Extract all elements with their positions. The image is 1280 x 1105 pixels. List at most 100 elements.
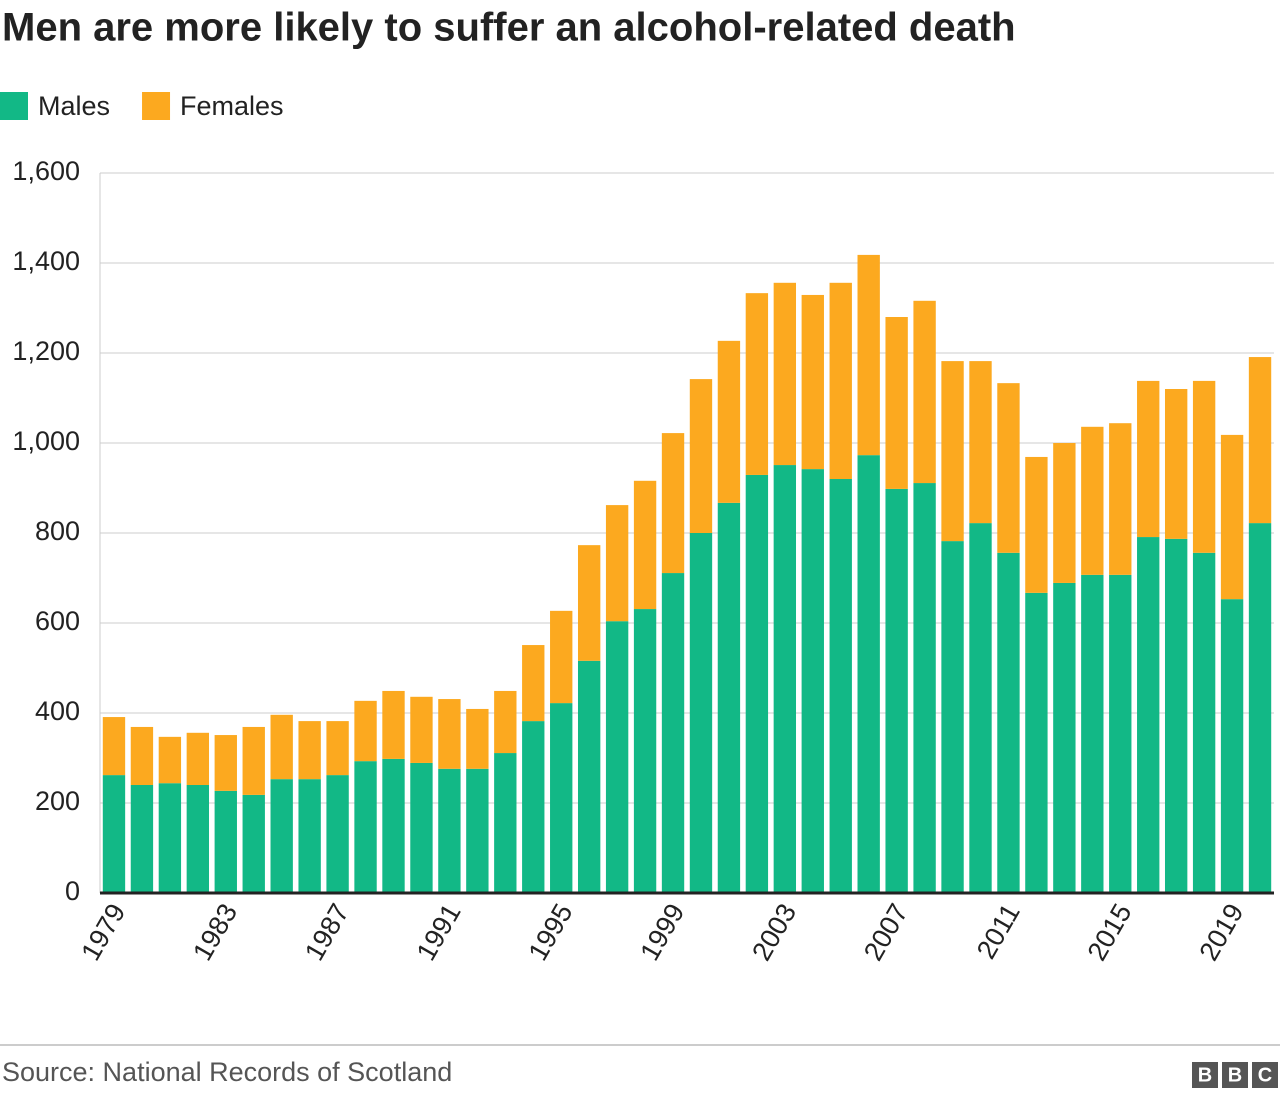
x-tick-label: 1983	[187, 899, 243, 966]
y-tick-label: 0	[65, 876, 80, 906]
bar-segment	[298, 779, 321, 893]
bar-segment	[605, 505, 629, 622]
bar-segment	[438, 699, 461, 769]
bar-segment	[941, 361, 964, 542]
logo-box	[1252, 1062, 1278, 1088]
bar-segment	[661, 573, 685, 893]
bar-segment	[1220, 599, 1244, 893]
bar-segment	[801, 294, 824, 470]
x-tick-label: 2019	[1193, 899, 1249, 966]
bar-segment	[1081, 574, 1104, 893]
bar-segment	[1109, 574, 1132, 893]
bar-segment	[913, 483, 936, 893]
bar-segment	[577, 660, 601, 893]
logo-letter: B	[1198, 1064, 1212, 1086]
x-tick-label: 1979	[75, 899, 131, 966]
x-tick-label: 2003	[746, 899, 802, 966]
legend-label: Females	[180, 91, 284, 121]
bar-segment	[801, 469, 824, 893]
bar-segment	[1192, 380, 1216, 553]
y-tick-label: 1,000	[12, 426, 80, 456]
bar-segment	[298, 721, 321, 780]
bar-segment	[214, 790, 237, 893]
bar-segment	[1164, 389, 1188, 539]
bar-segment	[410, 762, 433, 893]
bar-segment	[550, 610, 573, 704]
bar-segment	[717, 340, 741, 503]
bar-segment	[438, 768, 461, 893]
bar-segment	[382, 758, 405, 893]
bar-segment	[270, 714, 293, 780]
bar-segment	[745, 293, 769, 475]
legend-swatch	[142, 92, 171, 120]
logo-box	[1222, 1062, 1248, 1088]
bar-segment	[913, 300, 936, 484]
bar-segment	[773, 282, 797, 466]
x-tick-label: 1987	[299, 899, 355, 966]
legend-label: Males	[38, 91, 110, 121]
bar-segment	[466, 768, 489, 893]
y-tick-label: 400	[35, 696, 80, 726]
bar-segment	[605, 621, 629, 893]
y-tick-label: 1,200	[12, 336, 80, 366]
bar-segment	[354, 700, 377, 762]
y-tick-label: 1,600	[12, 156, 80, 186]
bar-segment	[102, 775, 126, 893]
bar-segment	[829, 479, 852, 893]
bar-segment	[214, 735, 237, 791]
bar-segment	[633, 609, 657, 893]
bar-segment	[857, 254, 880, 456]
bar-segment	[1081, 426, 1104, 575]
bar-segment	[382, 690, 405, 759]
bar-segment	[633, 480, 657, 610]
x-tick-label: 1999	[634, 899, 690, 966]
y-tick-label: 800	[35, 516, 80, 546]
bar-segment	[997, 383, 1020, 553]
bar-segment	[102, 717, 126, 776]
bar-segment	[1025, 456, 1048, 593]
bar-segment	[522, 721, 545, 893]
bar-segment	[270, 779, 293, 893]
bar-segment	[1248, 523, 1272, 893]
bar-segment	[1248, 357, 1272, 524]
bar-segment	[158, 736, 182, 784]
bar-segment	[186, 785, 210, 893]
bar-segment	[577, 545, 601, 661]
bar-segment	[969, 523, 992, 893]
bar-segment	[466, 708, 489, 769]
bar-segment	[242, 726, 265, 795]
chart-title: Men are more likely to suffer an alcohol…	[2, 6, 1016, 50]
bar-segment	[326, 775, 349, 893]
legend-swatch	[0, 92, 28, 120]
bar-segment	[717, 502, 741, 893]
bar-segment	[1025, 592, 1048, 893]
bar-segment	[1220, 434, 1244, 600]
bar-segment	[829, 282, 852, 479]
bar-segment	[661, 433, 685, 574]
bar-segment	[1137, 537, 1160, 893]
bar-segment	[186, 732, 210, 785]
bar-segment	[494, 690, 517, 754]
logo-letter: C	[1258, 1064, 1272, 1086]
bar-segment	[242, 794, 265, 893]
bar-segment	[941, 541, 964, 893]
x-tick-label: 2011	[971, 899, 1026, 964]
y-tick-label: 600	[35, 606, 80, 636]
y-tick-label: 200	[35, 786, 80, 816]
bar-segment	[1053, 582, 1076, 893]
x-tick-label: 1995	[523, 899, 579, 966]
bar-segment	[1192, 552, 1216, 893]
bar-segment	[522, 645, 545, 722]
bar-segment	[689, 379, 713, 533]
bar-segment	[550, 703, 573, 893]
bar-segment	[885, 488, 908, 893]
bar-segment	[885, 317, 908, 489]
bar-segment	[1053, 443, 1076, 583]
bar-segment	[969, 361, 992, 524]
x-tick-label: 2015	[1082, 899, 1138, 966]
logo-letter: B	[1228, 1064, 1242, 1086]
bar-segment	[773, 465, 797, 893]
bar-segment	[158, 783, 182, 893]
bar-segment	[354, 761, 377, 893]
